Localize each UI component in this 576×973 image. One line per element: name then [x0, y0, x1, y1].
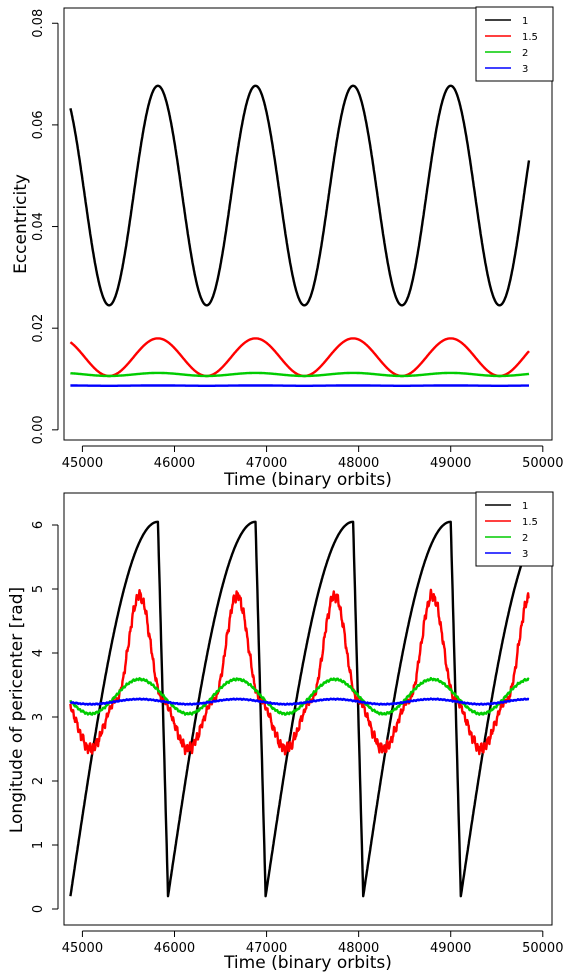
y-axis-title: Longitude of pericenter [rad]	[7, 587, 27, 833]
legend-label: 3	[522, 64, 528, 75]
series-line-2	[69, 371, 530, 378]
y-tick-label: 4	[31, 649, 46, 657]
legend-label: 2	[522, 533, 528, 544]
y-tick-label: 2	[31, 777, 46, 785]
legend-label: 3	[522, 549, 528, 560]
y-tick-label: 0.08	[31, 9, 46, 38]
y-tick-label: 0.02	[31, 314, 46, 343]
x-tick-label: 48000	[338, 456, 379, 471]
y-tick-label: 1	[31, 841, 46, 849]
y-tick-label: 0	[31, 905, 46, 913]
x-tick-label: 45000	[62, 456, 103, 471]
series-line-3	[69, 697, 530, 706]
x-axis-title: Time (binary orbits)	[223, 953, 392, 973]
x-tick-label: 49000	[430, 941, 471, 956]
x-axis: 45000 46000 47000 48000 49000 50000	[62, 445, 563, 471]
series-line-1-5	[69, 337, 530, 378]
series-line-2	[69, 676, 530, 716]
x-tick-label: 50000	[522, 941, 563, 956]
legend-label: 2	[522, 48, 528, 59]
series-line-1	[69, 520, 531, 898]
y-axis: 0.00 0.02 0.04 0.06 0.08	[31, 9, 59, 444]
x-tick-label: 46000	[154, 941, 195, 956]
legend-label: 1	[522, 16, 528, 27]
legend-label: 1.5	[522, 517, 538, 528]
y-tick-label: 6	[31, 521, 46, 529]
y-axis-title: Eccentricity	[11, 174, 31, 274]
y-tick-label: 0.00	[31, 415, 46, 444]
x-tick-label: 49000	[430, 456, 471, 471]
series-layer	[69, 520, 531, 898]
legend: 1 1.5 2 3	[475, 491, 554, 567]
pericenter-panel: 45000 46000 47000 48000 49000 50000 0 1 2 3 4 5 6 T…	[7, 491, 563, 973]
plot-frame	[63, 7, 553, 441]
legend-label: 1	[522, 501, 528, 512]
legend-box	[475, 491, 554, 567]
x-axis: 45000 46000 47000 48000 49000 50000	[62, 930, 563, 956]
series-line-1	[69, 84, 531, 307]
legend-label: 1.5	[522, 32, 538, 43]
x-axis-title: Time (binary orbits)	[223, 470, 392, 490]
y-tick-label: 3	[31, 713, 46, 721]
eccentricity-panel: 45000 46000 47000 48000 49000 50000 0.000.020…	[11, 6, 563, 490]
y-tick-label: 5	[31, 585, 46, 593]
x-tick-label: 47000	[246, 456, 287, 471]
x-tick-label: 50000	[522, 456, 563, 471]
plot-frame	[63, 492, 553, 926]
legend: 1 1.5 2 3	[475, 6, 554, 82]
y-tick-label: 0.06	[31, 110, 46, 139]
y-axis: 0 1 2 3 4 5 6	[31, 521, 59, 913]
legend-box	[475, 6, 554, 82]
x-tick-label: 46000	[154, 456, 195, 471]
x-tick-label: 47000	[246, 941, 287, 956]
series-line-1-5	[69, 588, 530, 756]
x-tick-label: 48000	[338, 941, 379, 956]
y-tick-label: 0.04	[31, 212, 46, 241]
x-tick-label: 45000	[62, 941, 103, 956]
series-layer	[69, 84, 531, 387]
